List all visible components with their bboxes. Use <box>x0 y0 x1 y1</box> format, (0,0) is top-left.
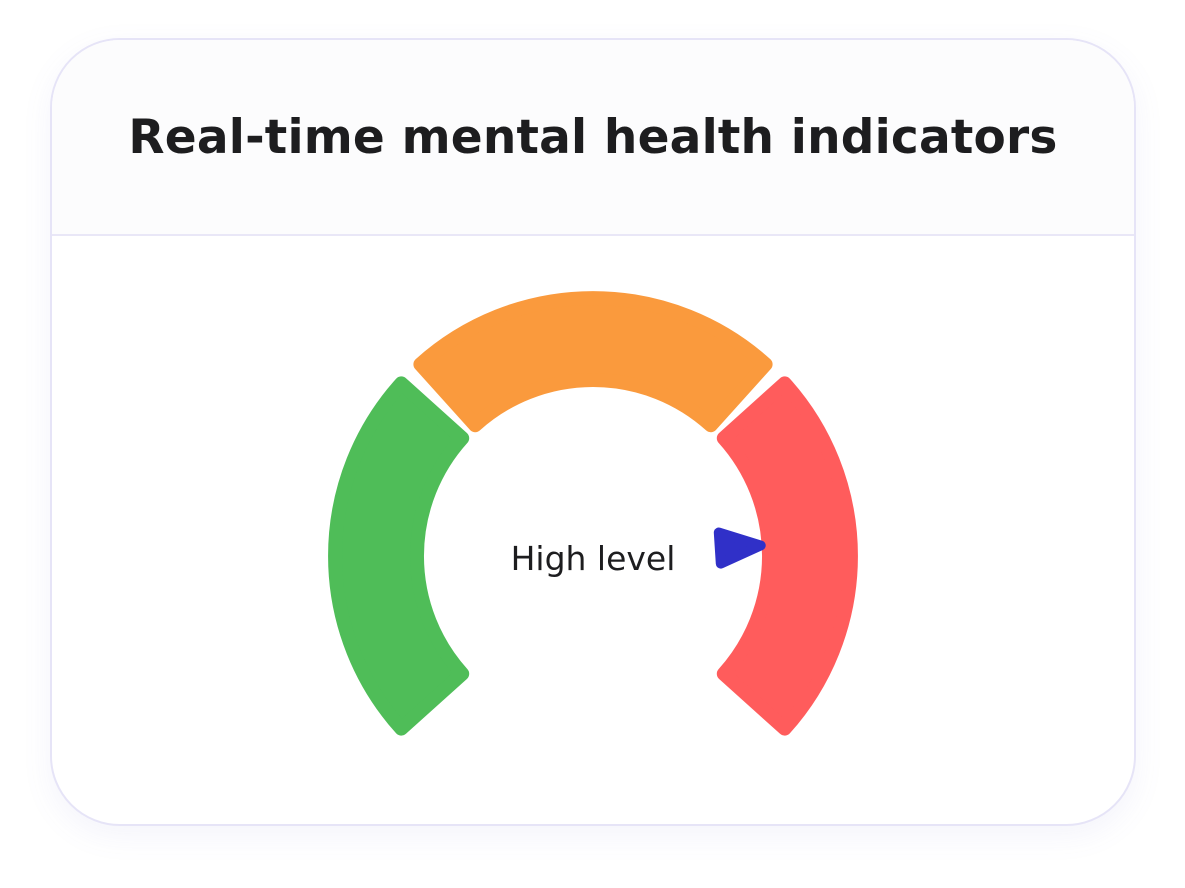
card-header: Real-time mental health indicators <box>52 40 1134 236</box>
indicator-card: Real-time mental health indicators <box>50 38 1136 826</box>
card-title: Real-time mental health indicators <box>128 109 1058 165</box>
